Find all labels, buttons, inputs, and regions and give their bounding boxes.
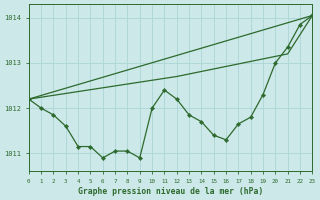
X-axis label: Graphe pression niveau de la mer (hPa): Graphe pression niveau de la mer (hPa): [78, 187, 263, 196]
